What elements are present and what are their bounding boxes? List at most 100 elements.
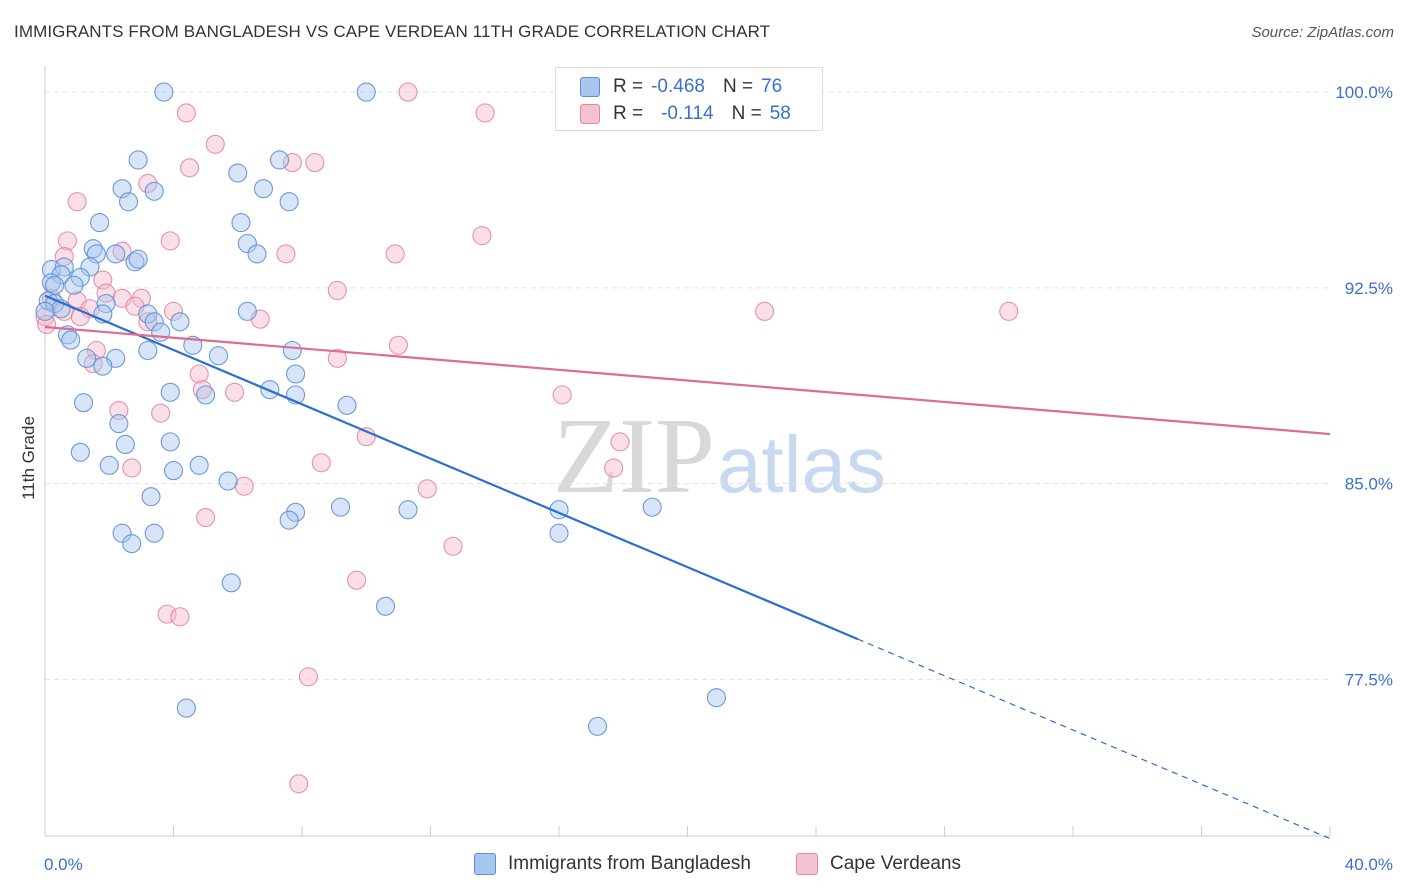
bangladesh-point — [642, 497, 662, 517]
bangladesh-point — [160, 432, 180, 452]
cape-verdean-point — [67, 192, 87, 212]
bangladesh-point — [64, 275, 84, 295]
y-tick-label: 100.0% — [1335, 83, 1393, 102]
bangladesh-point — [115, 434, 135, 455]
series-bangladesh — [35, 82, 726, 736]
cape-verdean-point — [180, 158, 200, 178]
bangladesh-point — [356, 82, 376, 102]
bangladesh-point — [51, 265, 71, 285]
stats-legend-row-cape-verdeans: R = -0.114 N = 58 — [580, 102, 791, 126]
x-tick-labels: 0.0% 40.0% — [44, 855, 1393, 874]
cape-verdean-point — [472, 226, 492, 246]
bangladesh-point — [549, 523, 569, 543]
n-label: N = — [731, 103, 762, 124]
bangladesh-point — [99, 455, 119, 475]
cape-verdean-point — [234, 476, 254, 496]
bangladesh-point — [118, 192, 139, 212]
cape-verdean-point — [289, 774, 309, 794]
bangladesh-point — [218, 471, 238, 491]
cape-verdean-point — [604, 458, 624, 478]
bangladesh-point — [208, 346, 229, 366]
bangladesh-point — [587, 716, 608, 736]
cape-verdean-point — [122, 458, 142, 478]
bangladesh-point — [54, 257, 74, 277]
bangladesh-point — [160, 382, 180, 402]
bangladesh-point — [398, 500, 418, 520]
bangladesh-point — [189, 455, 209, 475]
cape-verdean-point — [35, 307, 55, 327]
bangladesh-point — [138, 304, 158, 324]
legend-swatch-blue — [580, 77, 600, 97]
bangladesh-point — [61, 330, 81, 350]
bangladesh-point — [125, 252, 145, 272]
cape-verdean-point — [205, 134, 225, 154]
bangladesh-point — [122, 534, 142, 554]
bangladesh-point — [74, 393, 94, 413]
cape-verdean-point — [189, 364, 209, 384]
cape-verdean-point — [192, 380, 212, 400]
bangladesh-point — [286, 502, 306, 522]
bangladesh-point — [228, 163, 248, 183]
n-label: N = — [722, 76, 754, 97]
legend-swatch-pink — [796, 853, 818, 875]
cape-verdean-point — [999, 301, 1019, 321]
legend-label: Cape Verdeans — [830, 853, 961, 874]
cape-verdean-point — [475, 103, 495, 123]
bangladesh-point — [237, 301, 257, 321]
bangladesh-point — [112, 523, 132, 543]
cape-verdean-point — [443, 536, 463, 556]
bangladesh-point — [35, 301, 55, 321]
cape-verdean-point — [163, 301, 184, 321]
cape-verdean-point — [54, 246, 74, 267]
bangladesh-point — [286, 364, 306, 384]
bangladesh-point — [141, 487, 161, 507]
cape-verdean-point — [398, 82, 418, 102]
r-value: -0.114 — [661, 103, 714, 124]
bangladesh-trend-extension — [857, 638, 1331, 840]
bangladesh-point — [279, 510, 299, 530]
source-label: Source: ZipAtlas.com — [1251, 24, 1394, 41]
bangladesh-point — [93, 356, 113, 376]
legend-label: Immigrants from Bangladesh — [508, 853, 751, 874]
bangladesh-point — [170, 312, 190, 332]
legend-swatch-blue — [474, 853, 496, 875]
cape-verdean-point — [57, 231, 78, 251]
cape-verdean-point — [327, 280, 347, 301]
cape-verdean-point — [552, 385, 572, 405]
bangladesh-point — [330, 497, 351, 517]
bangladesh-point — [706, 688, 726, 708]
chart-title: IMMIGRANTS FROM BANGLADESH VS CAPE VERDE… — [14, 22, 771, 41]
bangladesh-point — [253, 179, 274, 199]
y-axis-label: 11th Grade — [19, 416, 38, 500]
bangladesh-point — [221, 573, 241, 593]
cape-verdean-point — [151, 403, 171, 423]
cape-verdean-point — [196, 508, 216, 528]
cape-verdean-point — [311, 453, 331, 473]
n-value: 76 — [761, 76, 783, 97]
bangladesh-point — [247, 244, 267, 264]
bangladesh-point — [163, 461, 184, 481]
bangladesh-point — [144, 523, 164, 543]
bangladesh-point — [138, 340, 158, 361]
cape-verdean-point — [276, 244, 296, 264]
bangladesh-point — [151, 322, 171, 342]
cape-verdean-trend-line — [44, 325, 1331, 436]
bangladesh-point — [176, 698, 196, 718]
y-tick-label: 92.5% — [1345, 279, 1393, 298]
series-cape-verdeans — [35, 82, 1019, 794]
cape-verdean-point — [327, 348, 347, 368]
cape-verdean-point — [298, 667, 318, 687]
cape-verdean-point — [224, 382, 245, 402]
bangladesh-point — [231, 213, 251, 233]
cape-verdean-point — [305, 153, 325, 173]
bangladesh-trend-line — [44, 294, 859, 641]
x-tick-label: 0.0% — [44, 855, 83, 874]
bangladesh-point — [144, 181, 164, 201]
legend-item-cape-verdeans[interactable]: Cape Verdeans — [796, 852, 961, 876]
cape-verdean-point — [170, 607, 190, 627]
legend-swatch-pink — [580, 104, 600, 124]
legend-item-bangladesh[interactable]: Immigrants from Bangladesh — [474, 852, 751, 876]
cape-verdean-point — [138, 312, 158, 332]
cape-verdean-point — [176, 103, 196, 123]
